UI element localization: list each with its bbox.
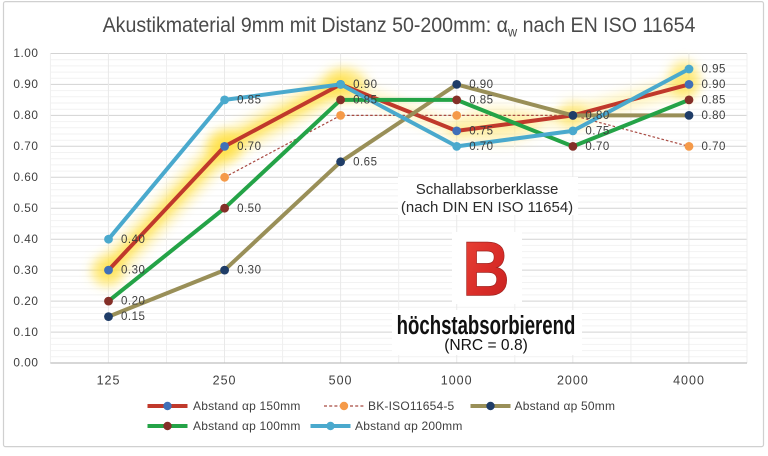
svg-text:(NRC = 0.8): (NRC = 0.8) bbox=[444, 337, 528, 354]
svg-text:0.60: 0.60 bbox=[13, 170, 38, 184]
svg-text:0.95: 0.95 bbox=[702, 64, 726, 76]
svg-text:0.70: 0.70 bbox=[585, 141, 609, 153]
svg-text:(nach DIN EN ISO 11654): (nach DIN EN ISO 11654) bbox=[401, 199, 573, 216]
svg-text:0.00: 0.00 bbox=[13, 356, 38, 370]
svg-text:0.40: 0.40 bbox=[121, 234, 145, 246]
svg-text:höchstabsorbierend: höchstabsorbierend bbox=[397, 311, 576, 340]
svg-text:0.80: 0.80 bbox=[585, 110, 609, 122]
svg-text:0.70: 0.70 bbox=[237, 141, 261, 153]
svg-text:4000: 4000 bbox=[673, 373, 705, 387]
svg-text:0.40: 0.40 bbox=[13, 232, 38, 246]
svg-text:0.80: 0.80 bbox=[702, 110, 726, 122]
svg-text:0.15: 0.15 bbox=[121, 311, 145, 323]
svg-text:0.30: 0.30 bbox=[121, 265, 145, 277]
svg-text:0.75: 0.75 bbox=[469, 126, 493, 138]
svg-text:500: 500 bbox=[329, 373, 353, 387]
svg-text:2000: 2000 bbox=[557, 373, 589, 387]
svg-text:0.90: 0.90 bbox=[702, 79, 726, 91]
svg-text:0.50: 0.50 bbox=[237, 203, 261, 215]
svg-text:0.90: 0.90 bbox=[469, 79, 493, 91]
svg-text:0.70: 0.70 bbox=[13, 139, 38, 153]
svg-text:1.00: 1.00 bbox=[13, 46, 38, 60]
svg-text:0.85: 0.85 bbox=[237, 95, 261, 107]
svg-text:0.10: 0.10 bbox=[13, 325, 38, 339]
svg-text:0.80: 0.80 bbox=[13, 108, 38, 122]
svg-text:0.85: 0.85 bbox=[469, 95, 493, 107]
svg-text:0.75: 0.75 bbox=[585, 126, 609, 138]
svg-text:0.50: 0.50 bbox=[13, 201, 38, 215]
svg-text:0.85: 0.85 bbox=[353, 95, 377, 107]
svg-text:B: B bbox=[463, 227, 510, 312]
svg-text:Abstand αp 50mm: Abstand αp 50mm bbox=[515, 399, 616, 413]
svg-text:0.90: 0.90 bbox=[13, 77, 38, 91]
svg-text:Abstand αp 200mm: Abstand αp 200mm bbox=[355, 419, 463, 433]
svg-text:0.85: 0.85 bbox=[702, 95, 726, 107]
svg-text:Akustikmaterial 9mm mit Distan: Akustikmaterial 9mm mit Distanz 50-200mm… bbox=[103, 13, 696, 39]
svg-text:Abstand αp 100mm: Abstand αp 100mm bbox=[193, 419, 301, 433]
svg-text:0.90: 0.90 bbox=[353, 79, 377, 91]
svg-text:0.30: 0.30 bbox=[13, 263, 38, 277]
svg-text:BK-ISO11654-5: BK-ISO11654-5 bbox=[368, 399, 455, 413]
svg-text:250: 250 bbox=[213, 373, 237, 387]
svg-text:Schallabsorberklasse: Schallabsorberklasse bbox=[416, 181, 559, 198]
svg-text:0.65: 0.65 bbox=[353, 156, 377, 168]
svg-text:125: 125 bbox=[97, 373, 121, 387]
svg-text:0.70: 0.70 bbox=[702, 141, 726, 153]
svg-text:0.20: 0.20 bbox=[121, 296, 145, 308]
svg-text:0.70: 0.70 bbox=[469, 141, 493, 153]
svg-text:0.20: 0.20 bbox=[13, 294, 38, 308]
svg-text:Abstand αp 150mm: Abstand αp 150mm bbox=[193, 399, 301, 413]
svg-text:1000: 1000 bbox=[441, 373, 473, 387]
svg-text:0.30: 0.30 bbox=[237, 265, 261, 277]
